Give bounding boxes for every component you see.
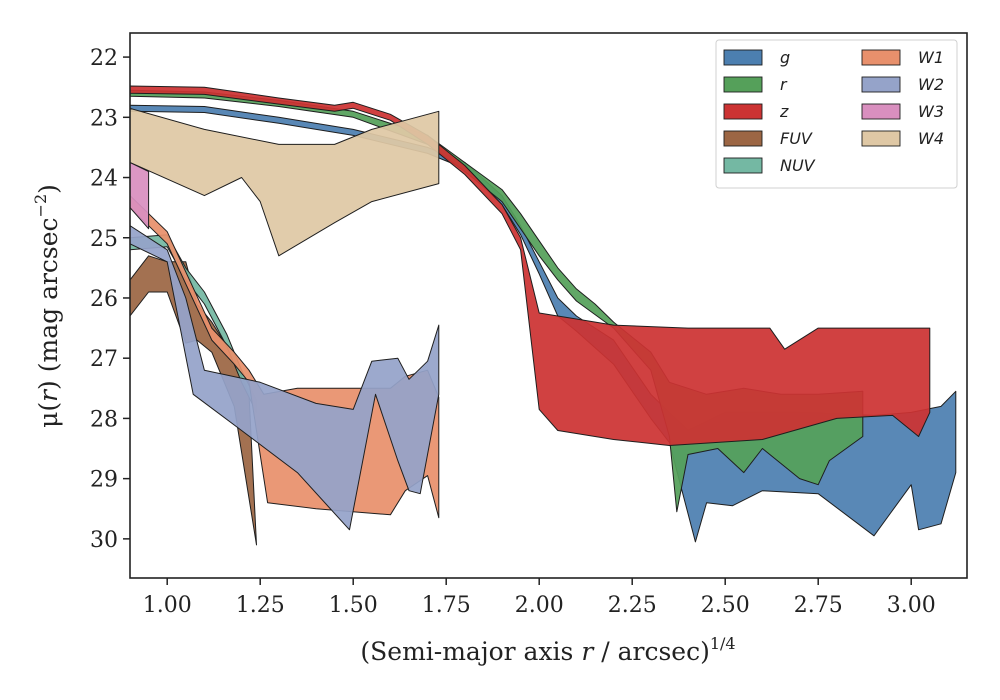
plot-frame <box>129 32 968 579</box>
series-layer <box>130 85 957 546</box>
y-tick-label: 27 <box>90 347 118 372</box>
x-axis-title-main: (Semi-major axis <box>360 637 581 666</box>
legend-label-z: z <box>779 102 789 121</box>
legend-label-nuv: NUV <box>780 156 816 175</box>
x-tick-label: 1.75 <box>422 593 471 618</box>
x-axis-title-sup: 1/4 <box>710 634 736 653</box>
y-axis-title-sup: −2 <box>31 194 50 218</box>
y-tick-label: 28 <box>90 407 118 432</box>
y-axis: 22 23 24 25 26 27 28 29 30 <box>90 46 130 553</box>
legend-swatch-w1 <box>861 49 901 66</box>
legend-swatch-r <box>723 76 763 93</box>
legend-swatch-nuv <box>723 157 763 174</box>
legend-label-w4: W4 <box>918 129 944 148</box>
y-axis-title: μ(r) (mag arcsec−2) <box>31 184 63 428</box>
legend-swatch-g <box>723 49 763 66</box>
y-axis-title-var: r <box>34 388 63 402</box>
x-tick-label: 1.50 <box>329 593 378 618</box>
legend-label-w2: W2 <box>918 75 944 94</box>
y-tick-label: 24 <box>90 167 118 192</box>
legend-label-g: g <box>780 48 790 67</box>
x-tick-label: 1.00 <box>143 593 192 618</box>
y-tick-label: 22 <box>90 46 118 71</box>
legend-label-w1: W1 <box>918 48 944 67</box>
x-tick-label: 2.50 <box>701 593 750 618</box>
y-tick-label: 30 <box>90 528 118 553</box>
y-axis-title-rest: ) (mag arcsec <box>34 217 63 390</box>
x-tick-label: 2.00 <box>515 593 564 618</box>
y-axis-title-main: μ( <box>34 402 63 428</box>
legend-label-r: r <box>780 75 788 94</box>
x-tick-label: 3.00 <box>887 593 936 618</box>
legend-swatch-z <box>723 103 763 120</box>
x-axis-title: (Semi-major axis r / arcsec)1/4 <box>360 634 735 666</box>
legend: grz FUV NUV W1 W2 W3 W4 <box>715 39 958 189</box>
series-band-w2 <box>130 225 440 531</box>
legend-swatch-fuv <box>723 130 763 147</box>
x-axis-title-rest: / arcsec) <box>593 637 710 666</box>
x-tick-label: 2.25 <box>608 593 657 618</box>
legend-swatch-w3 <box>861 103 901 120</box>
legend-swatch-w4 <box>861 130 901 147</box>
x-axis-title-var: r <box>581 637 595 666</box>
y-axis-title-close: ) <box>34 184 63 194</box>
y-tick-label: 26 <box>90 287 118 312</box>
y-tick-label: 25 <box>90 227 118 252</box>
legend-label-fuv: FUV <box>780 129 813 148</box>
y-tick-label: 29 <box>90 468 118 493</box>
x-axis: 1.00 1.25 1.50 1.75 2.00 2.25 2.50 2.75 3.00 <box>143 578 936 618</box>
legend-swatch-w2 <box>861 76 901 93</box>
x-tick-label: 2.75 <box>794 593 843 618</box>
series-band-w4 <box>130 107 440 257</box>
x-tick-label: 1.25 <box>236 593 285 618</box>
legend-label-w3: W3 <box>918 102 944 121</box>
y-tick-label: 23 <box>90 106 118 131</box>
